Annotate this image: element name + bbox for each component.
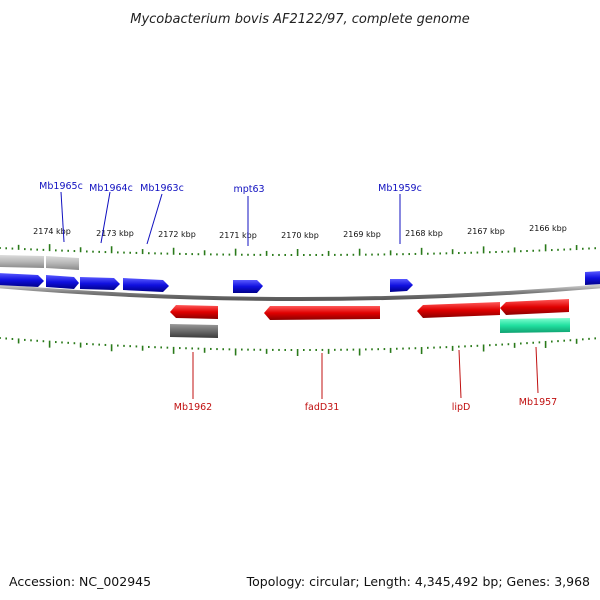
gene-label-mpt63[interactable]: mpt63 [233, 184, 264, 195]
gene-forward-mb1964c[interactable] [80, 277, 120, 290]
topology-text: Topology: circular; Length: 4,345,492 bp… [246, 574, 590, 589]
kbp-label: 2172 kbp [158, 230, 196, 239]
gene-forward-mb1965c[interactable] [46, 275, 79, 289]
kbp-label: 2174 kbp [33, 227, 71, 236]
gene-label-mb1963c[interactable]: Mb1963c [140, 183, 184, 194]
feature-grey-mb1962[interactable] [170, 324, 218, 338]
kbp-label: 2170 kbp [281, 231, 319, 240]
gene-label-fadd31[interactable]: fadD31 [305, 402, 340, 413]
gene-reverse-mb1957[interactable] [500, 299, 569, 315]
kbp-label: 2171 kbp [219, 231, 257, 240]
leader-line-mb1963c [146, 193, 163, 245]
leader-line-mb1964c [100, 191, 111, 244]
gene-reverse-lipd[interactable] [417, 302, 500, 318]
bottom-label-lines [192, 346, 539, 399]
gene-forward-mb1963c[interactable] [123, 278, 169, 292]
kbp-labels: 2174 kbp 2173 kbp 2172 kbp 2171 kbp 2170… [33, 224, 567, 240]
kbp-label: 2166 kbp [529, 224, 567, 233]
forward-genes [0, 271, 600, 293]
kbp-label: 2168 kbp [405, 229, 443, 238]
kbp-label: 2167 kbp [467, 227, 505, 236]
genome-backbone [0, 284, 600, 301]
bottom-gene-labels: Mb1962 fadD31 lipD Mb1957 [174, 397, 557, 413]
gene-forward-mb1959c[interactable] [390, 279, 413, 292]
gene-reverse-mb1962[interactable] [170, 305, 218, 319]
gene-label-mb1959c[interactable]: Mb1959c [378, 183, 422, 194]
top-gene-labels: Mb1965c Mb1964c Mb1963c mpt63 Mb1959c [39, 181, 422, 195]
accession-text: Accession: NC_002945 [9, 574, 151, 589]
gene-label-mb1965c[interactable]: Mb1965c [39, 181, 83, 192]
leader-line-mb1965c [60, 191, 65, 243]
gene-label-mb1957[interactable]: Mb1957 [519, 397, 557, 408]
feature-light-grey[interactable] [0, 255, 44, 268]
kbp-label: 2173 kbp [96, 229, 134, 238]
gene-label-lipd[interactable]: lipD [452, 402, 471, 413]
gene-label-mb1964c[interactable]: Mb1964c [89, 183, 133, 194]
top-label-lines [60, 191, 401, 246]
gene-forward-mb1966c[interactable] [0, 273, 44, 287]
reverse-genes [170, 299, 569, 320]
ruler-ticks-outer [0, 244, 597, 256]
gene-forward-mpt63[interactable] [233, 280, 263, 293]
feature-teal-mb1957[interactable] [500, 318, 570, 333]
gene-reverse-fadd31[interactable] [264, 306, 380, 320]
feature-light-grey[interactable] [46, 256, 79, 270]
leader-line-mb1957 [535, 346, 539, 394]
gene-forward-edge[interactable] [585, 271, 600, 285]
light-grey-features [0, 255, 79, 270]
gene-label-mb1962[interactable]: Mb1962 [174, 402, 212, 413]
leader-line-lipd [458, 349, 462, 399]
map-title: Mycobacterium bovis AF2122/97, complete … [130, 12, 469, 27]
kbp-label: 2169 kbp [343, 230, 381, 239]
ruler-ticks-inner [0, 337, 597, 356]
